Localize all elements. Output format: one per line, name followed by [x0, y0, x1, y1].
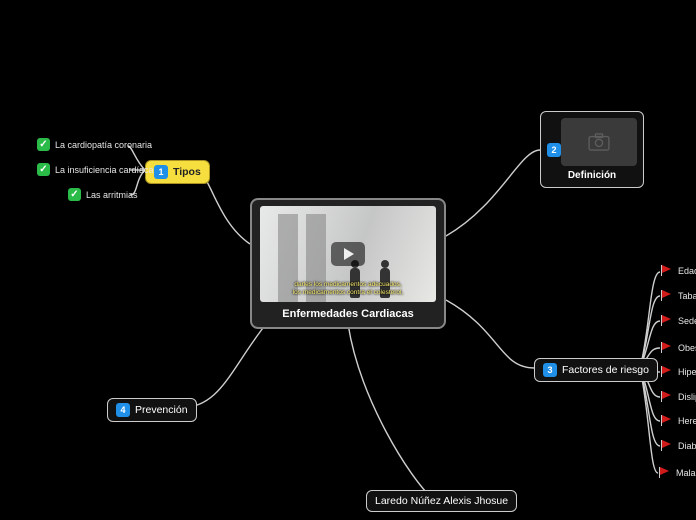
flag-icon — [660, 341, 673, 354]
badge-1-icon: 1 — [154, 165, 168, 179]
flag-icon — [660, 289, 673, 302]
node-definicion[interactable]: 2 Definición — [540, 111, 644, 188]
video-subtitle: darles los medicamentos adecuados, los m… — [293, 281, 404, 296]
node-prevencion-label: Prevención — [135, 404, 188, 416]
node-author[interactable]: Laredo Núñez Alexis Jhosue — [366, 490, 517, 512]
node-prevencion[interactable]: 4 Prevención — [107, 398, 197, 422]
flag-icon — [660, 439, 673, 452]
flag-icon — [660, 390, 673, 403]
node-factores-label: Factores de riesgo — [562, 364, 649, 376]
check-icon — [37, 163, 50, 176]
badge-4-icon: 4 — [116, 403, 130, 417]
flag-icon — [658, 466, 671, 479]
image-placeholder-icon — [561, 118, 637, 166]
flag-icon — [660, 414, 673, 427]
check-icon — [68, 188, 81, 201]
leaf-sedentarismo[interactable]: Sedentarismo — [660, 314, 696, 327]
leaf-cardiopatia[interactable]: La cardiopatía coronaria — [37, 138, 152, 151]
node-definicion-label: Definición — [568, 170, 616, 181]
center-node[interactable]: darles los medicamentos adecuados, los m… — [250, 198, 446, 329]
node-factores-riesgo[interactable]: 3 Factores de riesgo — [534, 358, 658, 382]
badge-3-icon: 3 — [543, 363, 557, 377]
flag-icon — [660, 264, 673, 277]
leaf-edad[interactable]: Edad avanzada — [660, 264, 696, 277]
leaf-tabaquismo[interactable]: Tabaquismo — [660, 289, 696, 302]
center-title: Enfermedades Cardiacas — [280, 302, 415, 321]
node-tipos[interactable]: 1 Tipos — [145, 160, 210, 184]
node-tipos-label: Tipos — [173, 166, 201, 178]
leaf-insuficiencia[interactable]: La insuficiencia cardíaca — [37, 163, 154, 176]
center-video-thumbnail[interactable]: darles los medicamentos adecuados, los m… — [260, 206, 436, 302]
check-icon — [37, 138, 50, 151]
leaf-dislipidemias[interactable]: Dislipidemias — [660, 390, 696, 403]
leaf-mala-alimentacion[interactable]: Mala alimentación — [658, 466, 696, 479]
leaf-arritmias[interactable]: Las arritmias — [68, 188, 138, 201]
badge-2-icon: 2 — [547, 143, 561, 157]
leaf-obesidad[interactable]: Obesidad — [660, 341, 696, 354]
leaf-herencia[interactable]: Herencia — [660, 414, 696, 427]
flag-icon — [660, 314, 673, 327]
leaf-hipertension[interactable]: Hipertensión — [660, 365, 696, 378]
flag-icon — [660, 365, 673, 378]
node-author-label: Laredo Núñez Alexis Jhosue — [375, 495, 508, 507]
play-icon[interactable] — [331, 242, 365, 266]
leaf-diabetes[interactable]: Diabetes — [660, 439, 696, 452]
